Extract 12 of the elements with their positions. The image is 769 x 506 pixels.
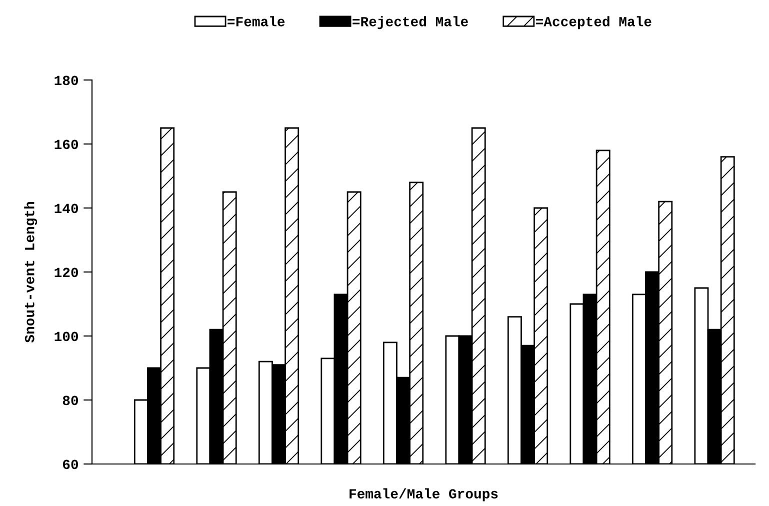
- y-tick-label: 120: [54, 268, 78, 278]
- y-axis-title: Snout-vent Length: [24, 202, 38, 343]
- y-tick-label: 60: [62, 460, 78, 470]
- y-tick-label: 100: [54, 332, 78, 342]
- legend-label: =Rejected Male: [352, 16, 468, 30]
- y-tick-label: 140: [54, 204, 78, 214]
- x-axis-title: Female/Male Groups: [350, 488, 498, 502]
- legend-label: =Accepted Male: [536, 16, 652, 30]
- legend-label: =Female: [228, 16, 285, 26]
- y-tick-label: 160: [54, 140, 78, 150]
- y-tick-label: 80: [62, 396, 78, 406]
- y-tick-label: 180: [54, 76, 78, 86]
